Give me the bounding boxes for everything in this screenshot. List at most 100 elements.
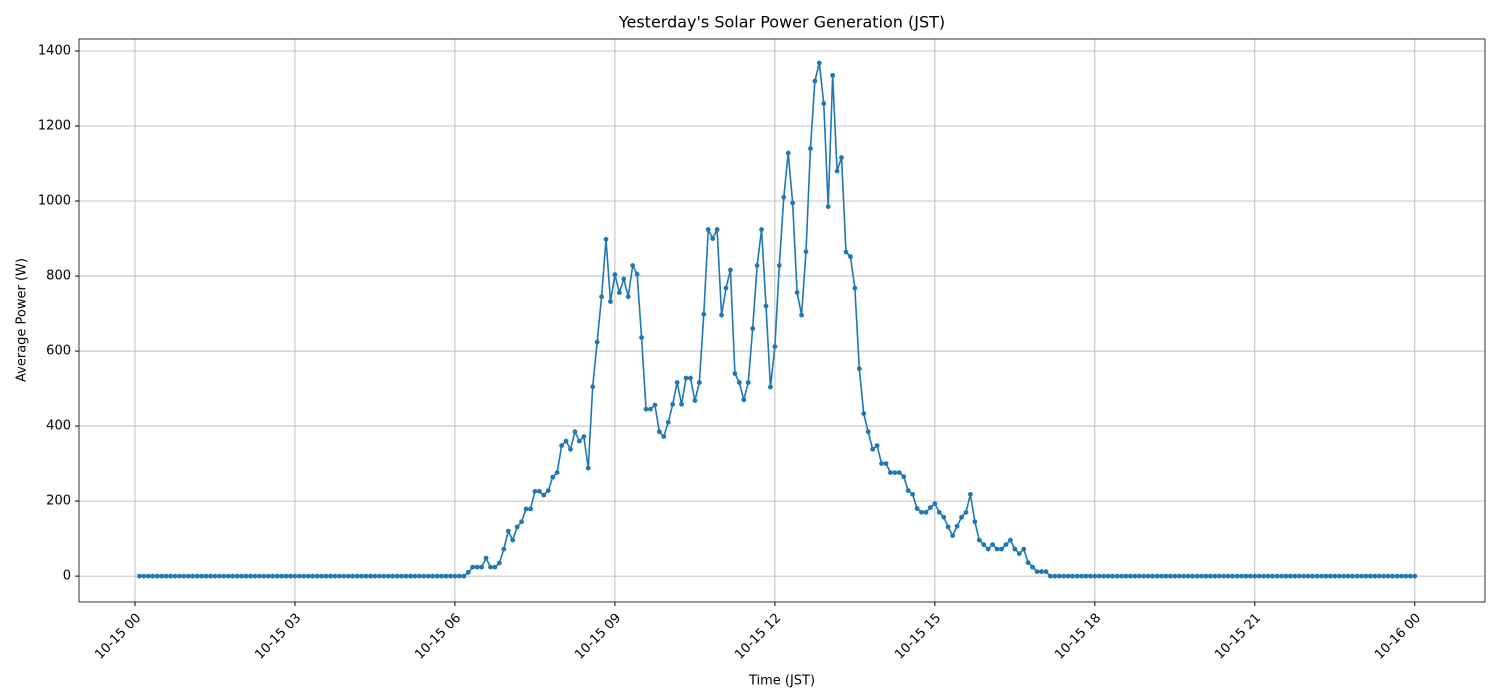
data-point (150, 573, 156, 579)
data-point (159, 573, 165, 579)
data-point (1341, 573, 1347, 579)
data-point (1265, 573, 1271, 579)
data-point (439, 573, 445, 579)
data-point (679, 401, 684, 407)
data-point (1243, 573, 1249, 579)
data-point (501, 546, 507, 552)
data-point (1399, 573, 1404, 579)
data-point (154, 573, 160, 579)
data-point (1327, 573, 1333, 579)
data-point (874, 443, 880, 448)
y-tick-label: 1400 (38, 44, 71, 59)
data-point (403, 573, 409, 579)
data-point (1065, 573, 1071, 579)
data-point (843, 249, 849, 255)
data-point (1070, 573, 1076, 579)
data-point (550, 474, 556, 480)
data-point (523, 506, 529, 512)
data-point (350, 573, 356, 579)
data-point (510, 537, 516, 543)
data-point (1203, 573, 1209, 579)
data-point (643, 406, 649, 412)
data-point (456, 573, 462, 579)
data-point (883, 461, 889, 466)
data-point (265, 573, 271, 579)
data-point (608, 299, 613, 304)
data-point (1199, 573, 1204, 579)
data-point (1212, 573, 1218, 579)
data-point (1381, 573, 1387, 579)
data-point (252, 573, 258, 579)
data-point (976, 537, 982, 543)
data-point (701, 311, 707, 317)
data-point (1030, 564, 1036, 570)
data-point (768, 384, 773, 390)
data-point (345, 573, 351, 579)
data-point (541, 492, 547, 498)
data-point (612, 272, 618, 277)
data-point (319, 573, 325, 579)
y-tick-label: 1200 (38, 119, 71, 134)
data-point (1252, 573, 1258, 579)
data-point (376, 573, 382, 579)
data-point (732, 371, 738, 376)
data-point (230, 573, 236, 579)
data-point (670, 401, 676, 407)
data-point (1225, 573, 1231, 579)
data-point (1083, 573, 1089, 579)
data-point (981, 542, 987, 548)
data-point (465, 569, 471, 575)
data-point (274, 573, 280, 579)
data-point (1350, 573, 1355, 579)
data-point (839, 155, 844, 160)
data-point (1367, 573, 1373, 579)
data-point (999, 546, 1004, 552)
data-point (408, 573, 413, 579)
x-axis-label: Time (JST) (748, 674, 815, 689)
data-point (812, 78, 818, 84)
data-point (763, 303, 769, 309)
y-tick-label: 400 (46, 419, 71, 434)
data-point (1310, 573, 1315, 579)
data-point (1092, 573, 1098, 579)
data-point (545, 488, 551, 494)
data-point (359, 573, 365, 579)
data-point (305, 573, 311, 579)
data-point (1301, 573, 1307, 579)
data-point (1141, 573, 1147, 579)
data-point (781, 194, 787, 200)
data-point (1363, 573, 1369, 579)
data-point (759, 227, 764, 232)
data-point (1145, 573, 1151, 579)
data-point (145, 573, 151, 579)
data-point (492, 564, 498, 570)
data-point (576, 438, 582, 444)
data-point (203, 573, 209, 579)
data-point (194, 573, 200, 579)
data-point (297, 573, 302, 579)
data-point (705, 227, 711, 232)
data-point (652, 402, 658, 408)
data-point (412, 573, 418, 579)
data-point (785, 150, 791, 156)
data-point (1314, 573, 1320, 579)
data-point (483, 555, 489, 561)
data-point (892, 470, 898, 475)
data-point (776, 263, 782, 268)
data-point (1332, 573, 1338, 579)
data-point (208, 573, 213, 579)
data-point (279, 573, 285, 579)
data-point (288, 573, 293, 579)
data-point (190, 573, 196, 579)
data-point (536, 488, 542, 494)
data-point (901, 474, 907, 480)
data-point (385, 573, 391, 579)
data-point (1154, 573, 1160, 579)
data-point (1319, 573, 1324, 579)
data-point (821, 101, 827, 106)
data-point (816, 60, 822, 66)
data-point (1105, 573, 1111, 579)
data-point (750, 326, 756, 331)
